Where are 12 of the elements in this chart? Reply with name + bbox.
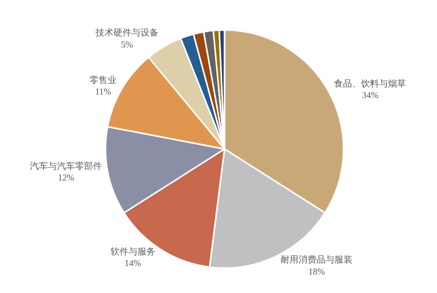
data-label: 14% — [124, 258, 142, 268]
slice-label: 耐用消费品与服装 — [280, 254, 353, 265]
slice-label: 食品、饮料与烟草 — [334, 78, 406, 88]
data-label: 11% — [95, 86, 112, 96]
data-label: 34% — [362, 90, 379, 100]
slice-label: 零售业 — [90, 74, 117, 85]
data-label: 5% — [121, 39, 134, 50]
slice-label: 技术硬件与设备 — [94, 28, 158, 38]
data-label: 12% — [58, 172, 75, 183]
slice-label: 汽车与汽车零部件 — [30, 160, 102, 171]
data-label: 18% — [308, 266, 326, 276]
slice-label: 软件与服务 — [110, 246, 156, 256]
